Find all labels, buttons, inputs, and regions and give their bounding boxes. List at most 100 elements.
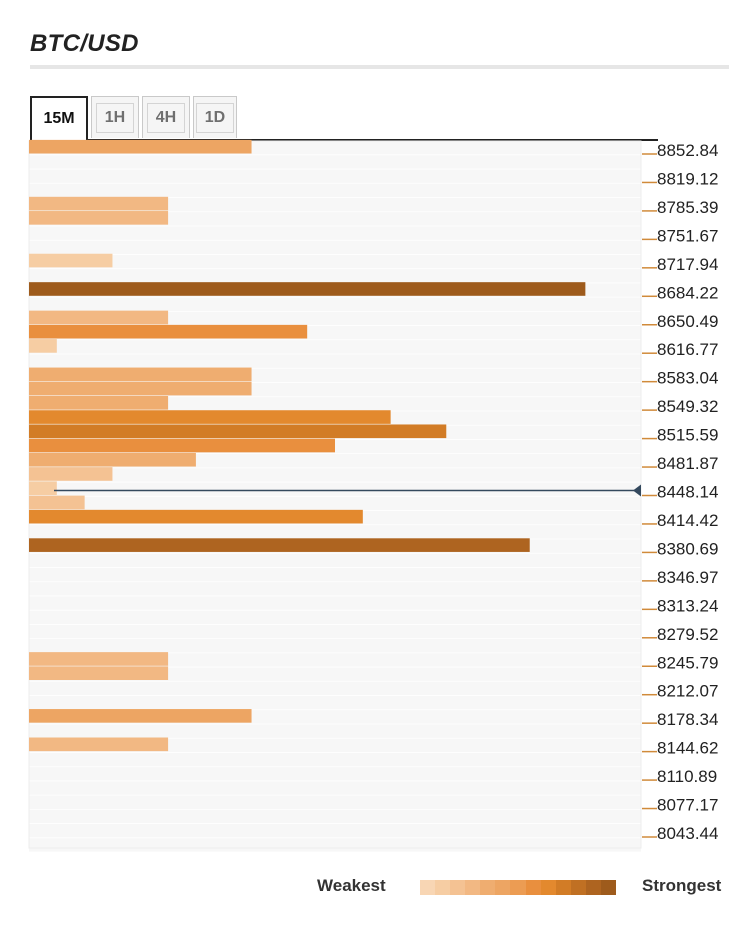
legend-weakest-label: Weakest [317,876,386,895]
grid-row [29,610,641,624]
grid-row [29,667,641,681]
grid-row [29,767,641,781]
grid-row [29,809,641,824]
confluence-bar [29,538,530,552]
price-tick-label: 8515.59 [657,426,718,445]
price-tick-label: 8852.84 [657,141,718,160]
confluence-bar [29,495,85,510]
legend-swatch [420,880,436,895]
grid-row [29,567,641,582]
grid-row [29,496,641,511]
confluence-bar [29,381,252,396]
price-tick-label: 8448.14 [657,483,718,502]
grid-row [29,582,641,596]
grid-row [29,297,641,311]
confluence-bar [29,737,169,752]
price-tick-label: 8245.79 [657,653,718,672]
legend-swatch [450,880,466,895]
price-tick-label: 8819.12 [657,169,718,188]
legend-swatch [540,880,556,895]
price-tick-label: 8110.89 [657,767,717,786]
confluence-bar [29,666,169,680]
grid-row [29,269,641,283]
grid-row [29,340,641,354]
grid-row [29,482,641,496]
legend-swatch [480,880,496,895]
tab-1d[interactable]: 1D [193,96,237,138]
price-tick-label: 8313.24 [657,596,718,615]
legend-swatch [570,880,586,895]
confluence-bar [29,452,196,467]
price-tick-label: 8616.77 [657,340,718,359]
chart-title: BTC/USD [30,30,139,57]
tab-15m[interactable]: 15M [30,96,88,140]
price-tick-label: 8178.34 [657,710,718,729]
legend-swatch [435,880,451,895]
grid-row [29,226,641,240]
price-tick-label: 8414.42 [657,511,718,530]
confluence-bar [29,652,169,666]
grid-row [29,468,641,482]
grid-row [29,752,641,767]
confluence-bar [29,282,586,296]
grid-row [29,624,641,639]
grid-row [29,183,641,198]
confluence-bar [29,339,57,353]
price-tick-label: 8583.04 [657,369,718,388]
confluence-bar [29,467,113,481]
current-price-marker [633,484,641,497]
price-tick-label: 8717.94 [657,255,718,274]
price-tick-label: 8380.69 [657,539,718,558]
confluence-bar [29,196,169,211]
legend-swatch [495,880,511,895]
confluence-bar [29,310,169,325]
legend-swatch [555,880,571,895]
grid-row [29,240,641,255]
price-tick-label: 8650.49 [657,312,718,331]
grid-row [29,724,641,738]
price-tick-label: 8549.32 [657,397,718,416]
legend-swatch [465,880,481,895]
legend-swatch [600,880,617,895]
grid-row [29,781,641,795]
tab-15m-label: 15M [43,110,75,127]
grid-row [29,169,641,183]
grid-row [29,838,641,852]
confluence-bar [29,509,363,524]
confluence-bar [29,396,169,410]
grid-row [29,824,641,838]
confluence-chart: 8852.84 8819.12 8785.39 8751.67 8717.94 8684.… [28,139,719,852]
price-tick-label: 8279.52 [657,625,718,644]
grid-row [29,254,641,269]
price-tick-label: 8346.97 [657,568,718,587]
tab-4h[interactable]: 4H [142,96,190,138]
tab-1d-label: 1D [195,102,235,133]
price-tick-label: 8077.17 [657,796,718,815]
grid-row [29,197,641,212]
grid-row [29,155,641,169]
grid-row [29,212,641,226]
grid-row [29,795,641,809]
legend-swatch [510,880,526,895]
grid-row [29,738,641,753]
price-tick-label: 8212.07 [657,682,718,701]
grid-row [29,354,641,368]
confluence-bar [29,211,169,225]
grid-row [29,525,641,539]
price-tick-label: 8684.22 [657,283,718,302]
tab-1h[interactable]: 1H [91,96,139,138]
confluence-bar [29,410,391,424]
price-tick-label: 8481.87 [657,454,718,473]
price-tick-label: 8751.67 [657,226,718,245]
confluence-bar [29,324,308,339]
grid-row [29,311,641,326]
grid-row [29,681,641,696]
price-tick-label: 8144.62 [657,739,718,758]
tab-4h-label: 4H [146,102,186,133]
price-tick-label: 8785.39 [657,198,718,217]
legend-color-scale [420,880,617,895]
grid-row [29,553,641,568]
legend-swatch [525,880,541,895]
confluence-bar [29,424,447,439]
timeframe-tabs: 15M 1H 4H 1D [30,96,658,140]
